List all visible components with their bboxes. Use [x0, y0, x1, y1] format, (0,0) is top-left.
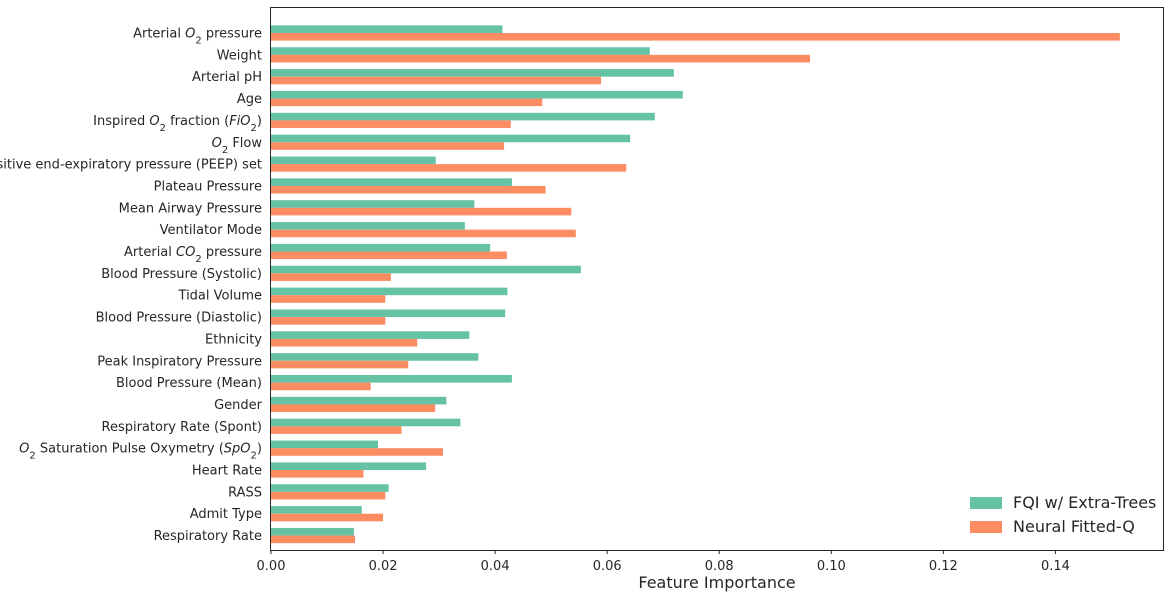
bar-nfq-10: [271, 251, 507, 260]
category-label: Mean Airway Pressure: [119, 201, 262, 216]
category-label: Age: [237, 92, 262, 107]
bar-fqi-20: [271, 462, 427, 470]
bar-nfq-14: [271, 338, 418, 347]
bar-fqi-6: [271, 156, 436, 165]
bar-nfq-21: [271, 491, 386, 500]
bar-nfq-3: [271, 98, 543, 107]
x-tick-label: 0.14: [1041, 559, 1070, 574]
bar-nfq-13: [271, 317, 386, 325]
bar-fqi-15: [271, 353, 479, 361]
bar-nfq-9: [271, 229, 576, 238]
bar-fqi-1: [271, 47, 650, 55]
bar-fqi-13: [271, 309, 506, 318]
legend-swatch-fqi: [970, 497, 1002, 509]
bar-fqi-10: [271, 243, 491, 252]
bar-nfq-8: [271, 207, 572, 216]
x-axis-ticks: 0.00 0.02 0.04 0.06 0.08 0.10 0.12 0.14: [257, 550, 1070, 574]
bar-nfq-0: [271, 33, 1120, 41]
x-tick-label: 0.12: [929, 559, 958, 574]
x-tick-label: 0.10: [817, 559, 846, 574]
bar-fqi-11: [271, 265, 581, 274]
category-label: Respiratory Rate (Spont): [102, 420, 263, 435]
bar-nfq-23: [271, 535, 356, 544]
bar-nfq-7: [271, 185, 546, 194]
category-label: Tidal Volume: [178, 289, 262, 304]
category-label: RASS: [228, 485, 262, 500]
bar-fqi-22: [271, 506, 362, 514]
category-label: Plateau Pressure: [154, 179, 262, 194]
bar-fqi-8: [271, 200, 475, 208]
bar-nfq-5: [271, 142, 505, 150]
x-tick-label: 0.04: [481, 559, 510, 574]
x-tick-label: 0.06: [593, 559, 622, 574]
bar-nfq-4: [271, 120, 511, 128]
legend-label-nfq: Neural Fitted-Q: [1013, 517, 1135, 536]
bar-nfq-19: [271, 448, 444, 456]
category-label: Arterial pH: [192, 70, 262, 85]
category-label: Blood Pressure (Mean): [116, 376, 262, 391]
bar-nfq-16: [271, 382, 371, 391]
bar-fqi-3: [271, 90, 683, 99]
bar-nfq-17: [271, 404, 436, 413]
bar-fqi-23: [271, 527, 354, 536]
category-label: Peak Inspiratory Pressure: [97, 354, 262, 369]
x-tick-label: 0.02: [369, 559, 398, 574]
bar-fqi-14: [271, 331, 470, 339]
bar-nfq-11: [271, 273, 391, 281]
bar-nfq-22: [271, 513, 384, 522]
category-label: Blood Pressure (Diastolic): [96, 311, 262, 326]
bar-nfq-2: [271, 76, 602, 85]
category-label: Arterial CO2 pressure: [124, 245, 262, 265]
bar-fqi-16: [271, 375, 512, 383]
category-label: Heart Rate: [192, 464, 262, 479]
bar-fqi-19: [271, 440, 379, 449]
bar-nfq-1: [271, 54, 811, 63]
category-label: O2 Flow: [212, 136, 263, 156]
bar-fqi-9: [271, 222, 465, 230]
category-label: Ventilator Mode: [160, 223, 262, 238]
bar-fqi-4: [271, 112, 655, 121]
bar-fqi-21: [271, 484, 389, 492]
category-label: Admit Type: [190, 507, 262, 522]
bar-fqi-2: [271, 69, 674, 77]
x-axis-label: Feature Importance: [638, 573, 795, 592]
plot-frame: [270, 7, 1164, 551]
bar-nfq-12: [271, 295, 386, 303]
bar-nfq-6: [271, 164, 627, 172]
legend-label-fqi: FQI w/ Extra-Trees: [1013, 493, 1156, 512]
bar-nfq-20: [271, 470, 364, 478]
bar-fqi-12: [271, 287, 508, 296]
legend-swatch-nfq: [970, 521, 1002, 533]
bar-fqi-18: [271, 418, 461, 427]
x-tick-label: 0.00: [257, 559, 286, 574]
bars-group: [271, 25, 1120, 544]
category-label: Arterial O2 pressure: [133, 27, 262, 47]
category-label: Blood Pressure (Systolic): [101, 267, 262, 282]
category-label: Inspired O2 fraction (FiO2): [93, 114, 262, 133]
category-label: O2 Saturation Pulse Oxymetry (SpO2): [19, 442, 262, 462]
category-label: Respiratory Rate: [154, 529, 262, 544]
category-label: Ethnicity: [205, 332, 262, 347]
x-tick-label: 0.08: [705, 559, 734, 574]
bar-fqi-7: [271, 178, 512, 186]
category-label: Positive end-expiratory pressure (PEEP) …: [0, 158, 262, 173]
bar-fqi-5: [271, 134, 631, 143]
legend: FQI w/ Extra-Trees Neural Fitted-Q: [970, 493, 1156, 536]
bar-fqi-0: [271, 25, 503, 33]
bar-fqi-17: [271, 396, 447, 405]
bar-nfq-15: [271, 360, 409, 369]
category-label: Gender: [214, 398, 263, 413]
bar-nfq-18: [271, 426, 402, 434]
category-label: Weight: [217, 48, 262, 63]
